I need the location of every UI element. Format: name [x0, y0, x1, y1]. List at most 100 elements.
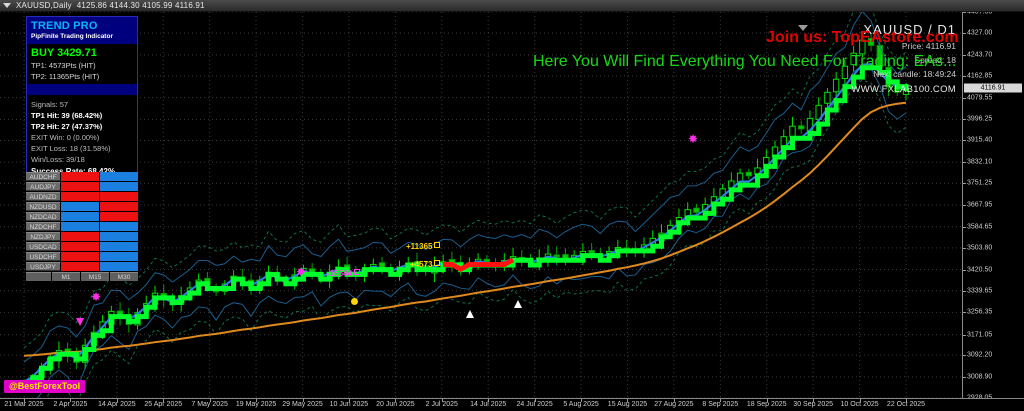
- scanner-signal-cell[interactable]: [100, 192, 138, 201]
- scanner-timeframe-m1[interactable]: M1: [52, 272, 81, 281]
- scanner-signal-cell[interactable]: [61, 262, 99, 271]
- time-axis[interactable]: 21 Mar 2025 2 Apr 2025 14 Apr 2025 25 Apr 2…: [0, 398, 1024, 411]
- price-axis-tick: [963, 75, 966, 77]
- scanner-signal-cell[interactable]: [100, 242, 138, 251]
- price-axis-label: 3092.20: [967, 351, 993, 359]
- scanner-pair-label: NZDCAD: [26, 212, 60, 221]
- time-axis-tick: [906, 399, 907, 402]
- annotation-loss: -15544: [327, 269, 360, 278]
- time-axis-label: 10 Jun 2025: [329, 401, 369, 408]
- scanner-pair-label: NZDCHF: [26, 222, 60, 231]
- panel-tp1: TP1: 4573Pts (HIT): [31, 61, 96, 70]
- scanner-pair-label: AUDJPY: [26, 182, 60, 191]
- price-axis-label: 3256.35: [967, 308, 993, 316]
- scanner-signal-cell[interactable]: [61, 202, 99, 211]
- trend-pro-panel[interactable]: TREND PRO PipFinite Trading Indicator BU…: [26, 16, 138, 180]
- annotation-tp1-profit: +4573: [410, 260, 441, 269]
- time-axis-label: 21 Mar 2025: [4, 401, 44, 408]
- scanner-row[interactable]: USDCHF: [26, 252, 138, 261]
- scanner-signal-cell[interactable]: [100, 232, 138, 241]
- currency-scanner[interactable]: AUDCHF AUDJPY AUDNZD NZDUSD NZDCAD NZDCHF NZDJ…: [26, 172, 138, 281]
- scanner-signal-cell[interactable]: [100, 202, 138, 211]
- time-axis-label: 15 Aug 2025: [607, 401, 648, 408]
- scanner-signal-cell[interactable]: [100, 172, 138, 181]
- price-axis-label: 4162.85: [967, 72, 993, 80]
- price-axis-tick: [963, 140, 966, 142]
- scanner-row[interactable]: AUDJPY: [26, 182, 138, 191]
- price-axis-tick: [963, 12, 966, 13]
- price-axis-tick: [963, 54, 966, 56]
- sell-arrow-icon: [76, 318, 84, 326]
- scanner-signal-cell[interactable]: [100, 222, 138, 231]
- scanner-pair-label: USDJPY: [26, 262, 60, 271]
- chart-area[interactable]: +11365 +4573 -15544 ✸ ✸ ✸ 4407.85 4327.00…: [0, 12, 1024, 411]
- price-axis-label: 3667.95: [967, 201, 993, 209]
- price-axis[interactable]: 4407.85 4327.00 4243.70 4162.85 4079.55 3996.…: [962, 12, 1024, 402]
- scanner-row[interactable]: AUDCHF: [26, 172, 138, 181]
- scanner-signal-cell[interactable]: [100, 262, 138, 271]
- price-axis-tick: [963, 162, 966, 164]
- scanner-signal-cell[interactable]: [61, 252, 99, 261]
- scanner-signal-cell[interactable]: [100, 212, 138, 221]
- time-axis-tick: [24, 399, 25, 402]
- scanner-row[interactable]: NZDCHF: [26, 222, 138, 231]
- scanner-pair-label: USDCHF: [26, 252, 60, 261]
- price-axis-label: 3171.05: [967, 331, 993, 339]
- scanner-row[interactable]: USDJPY: [26, 262, 138, 271]
- price-axis-tick: [963, 290, 966, 292]
- scanner-pair-label: NZDUSD: [26, 202, 60, 211]
- scanner-row[interactable]: NZDCAD: [26, 212, 138, 221]
- time-axis-label: 24 Jul 2025: [516, 401, 553, 408]
- scanner-signal-cell[interactable]: [61, 172, 99, 181]
- price-axis-tick: [963, 334, 966, 336]
- price-axis-tick: [963, 247, 966, 249]
- price-axis-tick: [963, 97, 966, 99]
- scanner-signal-cell[interactable]: [100, 182, 138, 191]
- scanner-row[interactable]: USDCAD: [26, 242, 138, 251]
- price-axis-tick: [963, 269, 966, 271]
- panel-tp1-hit: TP1 Hit: 39 (68.42%): [31, 111, 103, 120]
- time-axis-tick: [534, 399, 536, 402]
- signal-star-icon: ✸: [296, 265, 307, 279]
- scanner-timeframe-m15[interactable]: M15: [81, 272, 110, 281]
- info-next-candle: Next candle: 18:49:24: [873, 69, 956, 79]
- scanner-signal-cell[interactable]: [61, 242, 99, 251]
- scanner-pair-column-header: [26, 272, 52, 281]
- window-menu-icon[interactable]: [3, 3, 11, 8]
- time-axis-tick: [813, 399, 815, 402]
- time-axis-tick: [116, 399, 118, 402]
- price-axis-label: 3996.25: [967, 115, 993, 123]
- price-axis-label: 3915.40: [967, 136, 993, 144]
- promo-join-us: Join us: TopEAstore.com: [766, 29, 959, 46]
- scanner-pair-label: AUDNZD: [26, 192, 60, 201]
- window-symbol-title: XAUUSD,Daily: [16, 1, 72, 10]
- scanner-signal-cell[interactable]: [61, 222, 99, 231]
- panel-exit-win: EXIT Win: 0 (0.00%): [31, 133, 100, 142]
- scanner-row[interactable]: NZDJPY: [26, 232, 138, 241]
- time-axis-label: 22 Oct 2025: [886, 401, 926, 408]
- chart-scroll-marker[interactable]: [798, 25, 808, 31]
- time-axis-tick: [581, 399, 583, 402]
- panel-signals-count: Signals: 57: [31, 100, 69, 109]
- scanner-timeframe-m30[interactable]: M30: [110, 272, 138, 281]
- time-axis-label: 14 Jul 2025: [470, 401, 507, 408]
- time-axis-label: 8 Sep 2025: [702, 401, 739, 408]
- scanner-row[interactable]: NZDUSD: [26, 202, 138, 211]
- scanner-pair-label: NZDJPY: [26, 232, 60, 241]
- scanner-signal-cell[interactable]: [61, 192, 99, 201]
- scanner-signal-cell[interactable]: [61, 232, 99, 241]
- panel-win-loss: Win/Loss: 39/18: [31, 155, 85, 164]
- scanner-pair-label: USDCAD: [26, 242, 60, 251]
- scanner-row[interactable]: AUDNZD: [26, 192, 138, 201]
- chart-price-series: [20, 12, 910, 398]
- scanner-signal-cell[interactable]: [61, 212, 99, 221]
- time-axis-tick: [766, 399, 768, 402]
- panel-tp2: TP2: 11365Pts (HIT): [31, 72, 100, 81]
- panel-subtitle: PipFinite Trading Indicator: [31, 33, 113, 40]
- time-axis-label: 5 Aug 2025: [563, 401, 599, 408]
- time-axis-tick: [163, 399, 165, 402]
- scanner-signal-cell[interactable]: [100, 252, 138, 261]
- price-axis-label: 3832.10: [967, 158, 993, 166]
- scanner-signal-cell[interactable]: [61, 182, 99, 191]
- time-axis-tick: [70, 399, 72, 402]
